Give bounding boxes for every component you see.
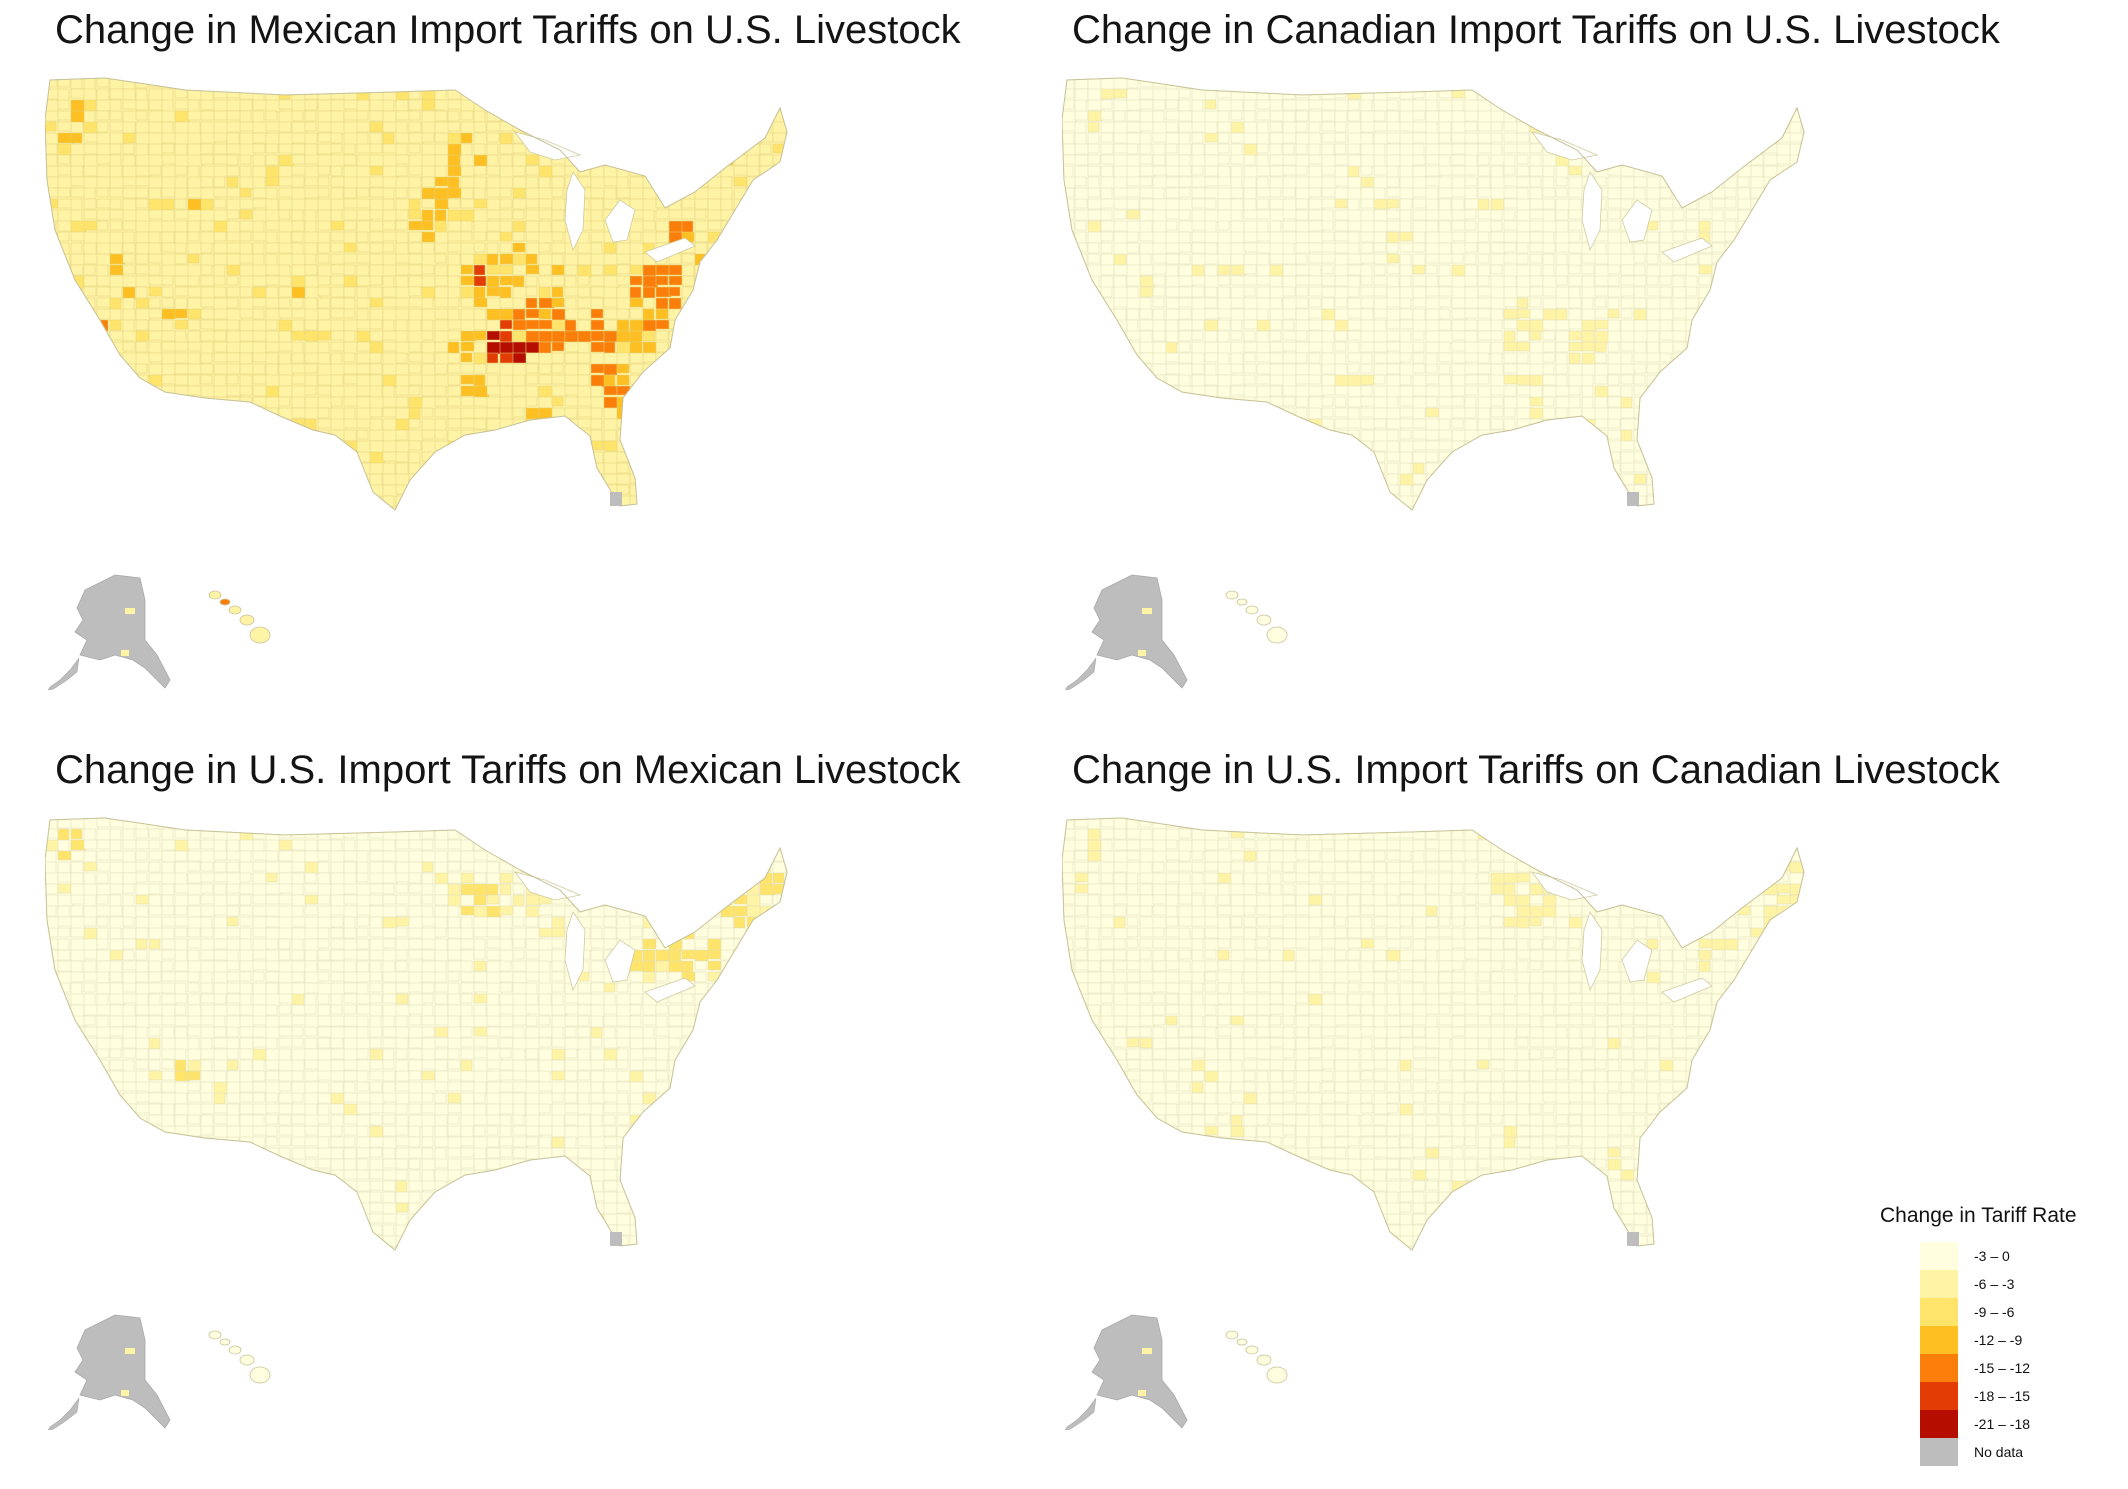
great-lake-shape (1621, 939, 1653, 983)
great-lake-shape (604, 939, 636, 983)
panel-us-tariffs-on-canadian: Change in U.S. Import Tariffs on Canadia… (1062, 740, 2082, 1430)
panel-title: Change in Mexican Import Tariffs on U.S.… (55, 8, 961, 52)
legend-label: -12 – -9 (1974, 1332, 2023, 1348)
hawaii-island (1245, 605, 1259, 615)
panel-us-tariffs-on-mexican: Change in U.S. Import Tariffs on Mexican… (45, 740, 1065, 1430)
no-data-county (1627, 492, 1639, 506)
us-outline (1062, 817, 1805, 1251)
legend-swatch (1920, 1382, 1958, 1410)
alaska-shape (1091, 1314, 1188, 1429)
great-lake-shape (1530, 131, 1599, 161)
hawaii-island (1266, 1366, 1288, 1384)
hawaii-island (249, 626, 271, 644)
great-lake-shape (1661, 237, 1713, 263)
legend-swatch (1920, 1410, 1958, 1438)
legend-swatch (1920, 1354, 1958, 1382)
us-county-map (45, 817, 788, 1430)
hawaii-island (208, 590, 222, 600)
aleutian-islands (47, 1397, 80, 1430)
hawaii-island (239, 1354, 255, 1366)
aleutian-islands (1064, 657, 1097, 690)
county-cells (1062, 818, 1804, 1250)
us-outline (45, 77, 788, 511)
hawaii-island (1236, 598, 1248, 606)
legend-item: -15 – -12 (1880, 1354, 2120, 1382)
great-lake-shape (1530, 871, 1599, 901)
great-lake-shape (513, 871, 582, 901)
hawaii-island (228, 1345, 242, 1355)
legend-swatch (1920, 1298, 1958, 1326)
legend-label: -18 – -15 (1974, 1388, 2031, 1404)
alaska-shape (74, 1314, 171, 1429)
alaska-shape (74, 574, 171, 689)
great-lake-shape (1621, 199, 1653, 243)
aleutian-islands (47, 657, 80, 690)
legend-swatch (1920, 1242, 1958, 1270)
great-lake-shape (604, 199, 636, 243)
hawaii-island (1225, 590, 1239, 600)
alaska-shape (1091, 574, 1188, 689)
great-lake-shape (1581, 171, 1603, 252)
great-lake-shape (513, 131, 582, 161)
no-data-county (610, 1232, 622, 1246)
hawaii-island (219, 598, 231, 606)
legend-label: No data (1974, 1444, 2024, 1460)
panel-mexican-tariffs-on-us: Change in Mexican Import Tariffs on U.S.… (45, 0, 1065, 690)
legend-item: -18 – -15 (1880, 1382, 2120, 1410)
legend: Change in Tariff Rate -3 – 0 -6 – -3 -9 – … (1880, 1204, 2120, 1466)
great-lake-shape (644, 237, 696, 263)
no-data-county (1627, 1232, 1639, 1246)
us-county-map (1062, 77, 1805, 690)
hawaii-island (1236, 1338, 1248, 1346)
panel-title: Change in U.S. Import Tariffs on Mexican… (55, 748, 961, 792)
legend-title: Change in Tariff Rate (1880, 1204, 2077, 1227)
hawaii-island (1256, 614, 1272, 626)
legend-item: -6 – -3 (1880, 1270, 2120, 1298)
legend-label: -21 – -18 (1974, 1416, 2031, 1432)
us-county-map (1062, 817, 1805, 1430)
panel-title: Change in U.S. Import Tariffs on Canadia… (1072, 748, 2000, 792)
legend-swatch (1920, 1270, 1958, 1298)
legend-swatch (1920, 1326, 1958, 1354)
hawaii-island (1256, 1354, 1272, 1366)
hawaii-island (1225, 1330, 1239, 1340)
great-lake-shape (644, 977, 696, 1003)
legend-item: -12 – -9 (1880, 1326, 2120, 1354)
legend-item: -3 – 0 (1880, 1242, 2120, 1270)
hawaii-island (249, 1366, 271, 1384)
great-lake-shape (1661, 977, 1713, 1003)
legend-label: -15 – -12 (1974, 1360, 2031, 1376)
us-outline (45, 817, 788, 1251)
us-outline (1062, 77, 1805, 511)
great-lake-shape (1581, 911, 1603, 992)
legend-label: -9 – -6 (1974, 1304, 2015, 1320)
hawaii-island (239, 614, 255, 626)
legend-item: -21 – -18 (1880, 1410, 2120, 1438)
legend-item: No data (1880, 1438, 2120, 1466)
great-lake-shape (564, 171, 586, 252)
great-lake-shape (564, 911, 586, 992)
no-data-county (610, 492, 622, 506)
hawaii-island (1245, 1345, 1259, 1355)
panel-canadian-tariffs-on-us: Change in Canadian Import Tariffs on U.S… (1062, 0, 2082, 690)
hawaii-island (208, 1330, 222, 1340)
legend-item: -9 – -6 (1880, 1298, 2120, 1326)
legend-label: -6 – -3 (1974, 1276, 2015, 1292)
legend-label: -3 – 0 (1974, 1248, 2010, 1264)
us-county-map (45, 77, 788, 690)
aleutian-islands (1064, 1397, 1097, 1430)
hawaii-island (219, 1338, 231, 1346)
hawaii-island (228, 605, 242, 615)
hawaii-island (1266, 626, 1288, 644)
panel-title: Change in Canadian Import Tariffs on U.S… (1072, 8, 2000, 52)
legend-swatch (1920, 1438, 1958, 1466)
